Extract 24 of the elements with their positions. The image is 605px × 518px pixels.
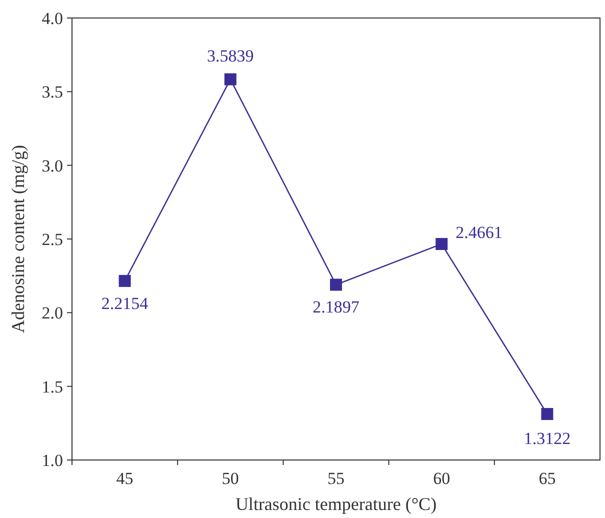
data-label: 2.1897 xyxy=(312,298,360,317)
x-axis-title: Ultrasonic temperature (°C) xyxy=(235,494,437,514)
x-tick-label: 65 xyxy=(538,469,556,488)
point xyxy=(541,408,554,420)
point xyxy=(436,238,448,250)
y-tick-label: 2.0 xyxy=(42,304,63,323)
y-tick-label: 1.5 xyxy=(42,377,63,396)
data-label: 2.4661 xyxy=(456,222,502,242)
x-tick-label: 50 xyxy=(222,469,239,488)
y-axis-title: Adenosine content (mg/g) xyxy=(8,145,28,333)
x-tick-label: 55 xyxy=(328,469,344,488)
point xyxy=(330,278,342,291)
data-label: 3.5839 xyxy=(207,46,254,66)
y-tick-label: 2.5 xyxy=(42,230,63,249)
x-tick-label: 45 xyxy=(116,469,134,488)
x-tick-label: 60 xyxy=(433,469,450,488)
point xyxy=(224,73,236,86)
y-tick-label: 1.0 xyxy=(42,450,63,470)
point xyxy=(118,274,131,287)
y-tick-label: 4.0 xyxy=(42,8,63,28)
y-tick-label: 3.5 xyxy=(42,82,63,102)
y-tick-label: 3.0 xyxy=(42,156,63,176)
data-label: 1.3122 xyxy=(524,429,571,448)
data-label: 2.2154 xyxy=(101,294,149,313)
